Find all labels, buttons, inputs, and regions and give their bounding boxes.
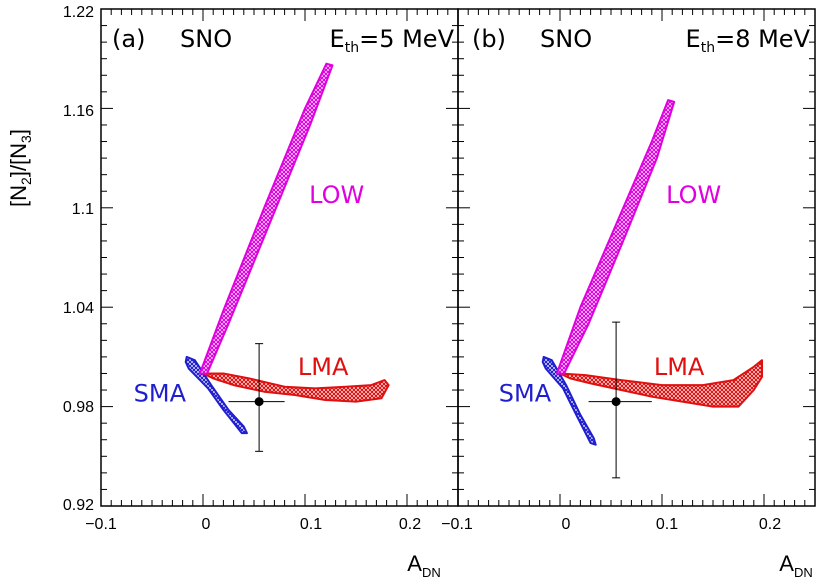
sma-label: SMA	[134, 380, 187, 408]
panel-b-ticks	[457, 8, 816, 507]
x-tick-label: 0.2	[759, 516, 781, 533]
panel-a-data-point	[228, 343, 285, 452]
panel-a-label: (a)	[112, 25, 145, 53]
y-axis-title: [N2]/[N3]	[6, 129, 34, 207]
sma-region	[541, 355, 597, 446]
x-tick-label: 0	[562, 516, 571, 533]
x-tick-label: 0.1	[300, 516, 322, 533]
panel-a-frame	[100, 8, 459, 507]
x-tick-label: −0.1	[85, 516, 117, 533]
x-tick-labels-b: −0.1 0 0.1 0.2	[441, 516, 781, 533]
panel-a-threshold: Eth=5 MeV	[330, 25, 455, 56]
panel-b-data-point	[588, 321, 652, 479]
lma-region	[202, 372, 390, 403]
y-tick-label: 1.1	[72, 201, 94, 218]
x-tick-labels-a: −0.1 0 0.1 0.2	[85, 516, 421, 533]
y-tick-label: 0.92	[63, 497, 94, 514]
data-point	[611, 397, 621, 407]
low-region	[198, 62, 334, 375]
x-tick-label: 0.2	[399, 516, 421, 533]
low-region	[555, 99, 676, 375]
y-tick-label: 1.22	[63, 4, 94, 21]
panel-b-regions: SMA LMA LOW	[499, 99, 763, 446]
sma-label: SMA	[499, 380, 552, 408]
lma-label: LMA	[654, 353, 705, 381]
y-tick-labels: 0.92 0.98 1.04 1.1 1.16 1.22	[63, 4, 94, 514]
panel-a: SMA LMA LOW (a) SNO Eth=5 MeV	[100, 8, 459, 507]
data-point	[254, 397, 264, 407]
panel-b-label: (b)	[472, 25, 506, 53]
x-tick-label: −0.1	[441, 516, 473, 533]
y-tick-label: 1.04	[63, 300, 94, 317]
panel-a-experiment: SNO	[180, 25, 232, 53]
panel-b-frame	[457, 8, 816, 507]
y-tick-label: 0.98	[63, 399, 94, 416]
x-axis-title-a: ADN	[407, 551, 440, 580]
panel-b: SMA LMA LOW (b) SNO Eth=8 MeV	[457, 8, 816, 507]
panel-a-ticks	[100, 8, 459, 507]
panel-a-regions: SMA LMA LOW	[134, 62, 390, 435]
x-axis-title-b: ADN	[779, 551, 812, 580]
x-tick-label: 0.1	[656, 516, 678, 533]
panel-b-experiment: SNO	[540, 25, 592, 53]
low-label: LOW	[666, 181, 721, 209]
lma-label: LMA	[298, 353, 349, 381]
x-tick-label: 0	[202, 516, 211, 533]
sma-region	[184, 355, 248, 435]
panel-b-threshold: Eth=8 MeV	[686, 25, 811, 56]
low-label: LOW	[309, 181, 364, 209]
y-tick-label: 1.16	[63, 103, 94, 120]
